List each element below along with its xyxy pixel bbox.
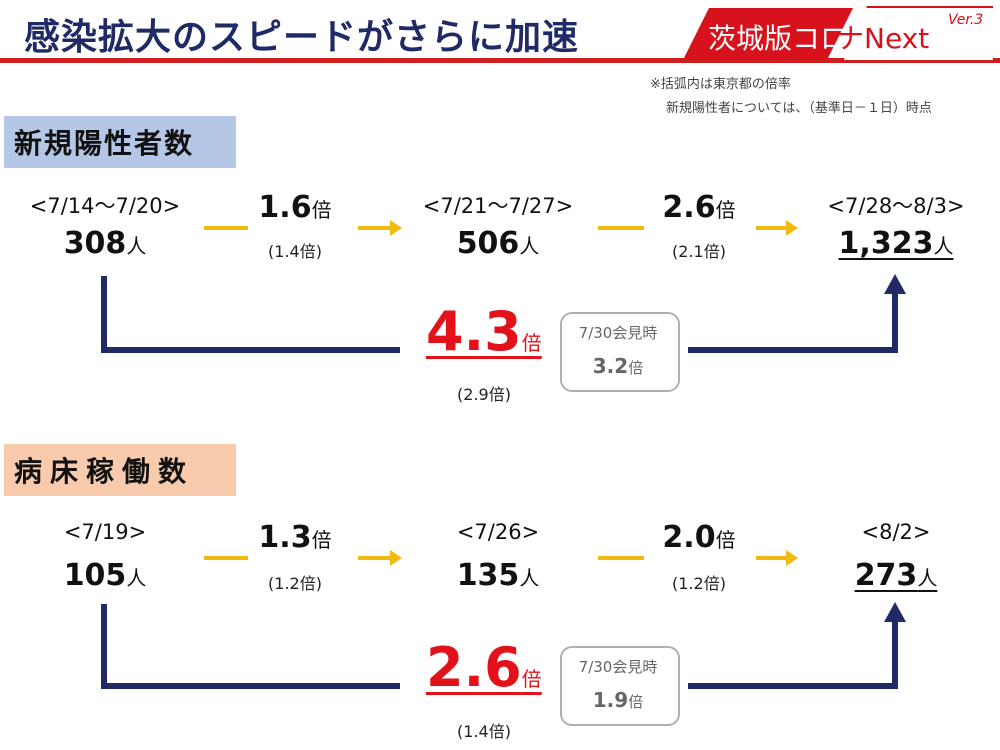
ratio-1: 1.6倍 [258,190,332,225]
arrow-right-icon [756,550,798,566]
ratio-2-tokyo: (1.2倍) [672,574,726,593]
arrow-right-icon [358,550,402,566]
value-3: 273人 [854,558,938,593]
badge-red-text: 茨城版コロ [708,22,849,55]
press-conference-label: 7/30会見時 [578,658,658,676]
press-conference-box [560,312,680,392]
ratio-2: 2.0倍 [662,520,736,555]
period-1: <7/19> [63,520,147,544]
ratio-1-tokyo: (1.4倍) [268,242,322,261]
press-conference-label: 7/30会見時 [578,324,658,342]
connector-line [598,226,644,230]
value-1: 308人 [63,226,147,261]
period-3: <8/2> [861,520,931,544]
period-3: <7/28～8/3> [827,194,965,218]
connector-line [204,556,248,560]
badge-white-text: ナNext [836,22,930,55]
press-conference-value: 1.9倍 [592,688,644,712]
value-2: 506人 [456,226,540,261]
section-header-bed-occupancy: 病床稼働数 [4,444,236,496]
period-2: <7/26> [456,520,540,544]
section-header-new-positive: 新規陽性者数 [4,116,236,168]
total-connector-right [688,618,898,689]
value-3: 1,323人 [838,226,954,261]
arrow-up-icon [884,602,906,622]
connector-line [598,556,644,560]
note-line-2: 新規陽性者については、（基準日－１日）時点 [666,101,932,116]
connector-line [204,226,248,230]
arrow-up-icon [884,274,906,294]
value-1: 105人 [63,558,147,593]
press-conference-box [560,646,680,726]
period-2: <7/21～7/27> [422,194,574,218]
badge-red-band [683,8,853,60]
total-ratio: 4.3倍 [426,300,542,363]
title-underline [0,58,1000,63]
period-1: <7/14～7/20> [29,194,181,218]
ratio-1: 1.3倍 [258,520,332,555]
total-ratio-tokyo: (2.9倍) [457,385,511,404]
value-2: 135人 [456,558,540,593]
ratio-1-tokyo: (1.2倍) [268,574,322,593]
press-conference-value: 3.2倍 [592,354,644,378]
total-connector-right [688,290,898,353]
ratio-2-tokyo: (2.1倍) [672,242,726,261]
total-ratio: 2.6倍 [426,636,542,699]
page-title: 感染拡大のスピードがさらに加速 [24,17,580,58]
badge-version: Ver.3 [948,12,984,28]
total-connector-left [101,276,400,353]
total-ratio-tokyo: (1.4倍) [457,722,511,741]
note-line-1: ※括弧内は東京都の倍率 [650,77,791,92]
badge-white-band [843,6,993,60]
arrow-right-icon [358,220,402,236]
ratio-2: 2.6倍 [662,190,736,225]
total-connector-left [101,604,400,689]
arrow-right-icon [756,220,798,236]
